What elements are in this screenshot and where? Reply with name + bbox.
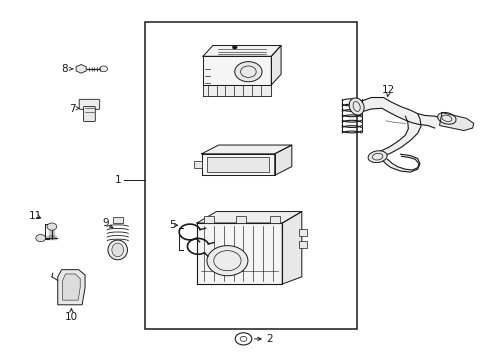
Circle shape (100, 66, 107, 72)
Bar (299, 229, 306, 236)
Circle shape (232, 45, 237, 49)
Text: 11: 11 (29, 211, 42, 221)
Polygon shape (274, 145, 291, 175)
Polygon shape (62, 274, 80, 300)
Polygon shape (282, 212, 301, 284)
Polygon shape (203, 45, 281, 56)
Ellipse shape (348, 98, 364, 115)
Bar (204, 216, 214, 223)
Bar (207, 157, 268, 172)
Bar (194, 161, 201, 168)
Polygon shape (271, 45, 281, 85)
Text: 7: 7 (69, 104, 76, 114)
Polygon shape (380, 154, 419, 172)
Bar (113, 217, 122, 223)
Text: 5: 5 (169, 220, 175, 230)
FancyBboxPatch shape (83, 107, 95, 122)
Polygon shape (197, 212, 301, 223)
Polygon shape (201, 154, 274, 175)
Polygon shape (203, 85, 271, 96)
Polygon shape (439, 113, 473, 131)
FancyBboxPatch shape (79, 99, 100, 109)
Polygon shape (58, 270, 85, 305)
Ellipse shape (367, 151, 386, 163)
Polygon shape (361, 98, 441, 128)
Polygon shape (76, 64, 86, 73)
Text: 12: 12 (381, 85, 394, 95)
Ellipse shape (437, 112, 455, 124)
Text: 8: 8 (61, 64, 67, 74)
Circle shape (36, 234, 45, 242)
Bar (269, 216, 279, 223)
Ellipse shape (108, 240, 127, 260)
Polygon shape (197, 223, 282, 284)
Polygon shape (201, 145, 291, 154)
Text: 2: 2 (266, 334, 272, 344)
Polygon shape (371, 114, 420, 157)
Bar (299, 241, 306, 248)
Text: 9: 9 (102, 218, 109, 228)
Text: 10: 10 (65, 312, 78, 322)
Bar (236, 216, 245, 223)
Ellipse shape (112, 243, 123, 257)
Circle shape (206, 246, 247, 276)
Circle shape (47, 223, 57, 230)
Text: 1: 1 (114, 175, 121, 185)
Polygon shape (203, 56, 271, 85)
Bar (144, 22, 356, 329)
Circle shape (234, 62, 262, 82)
